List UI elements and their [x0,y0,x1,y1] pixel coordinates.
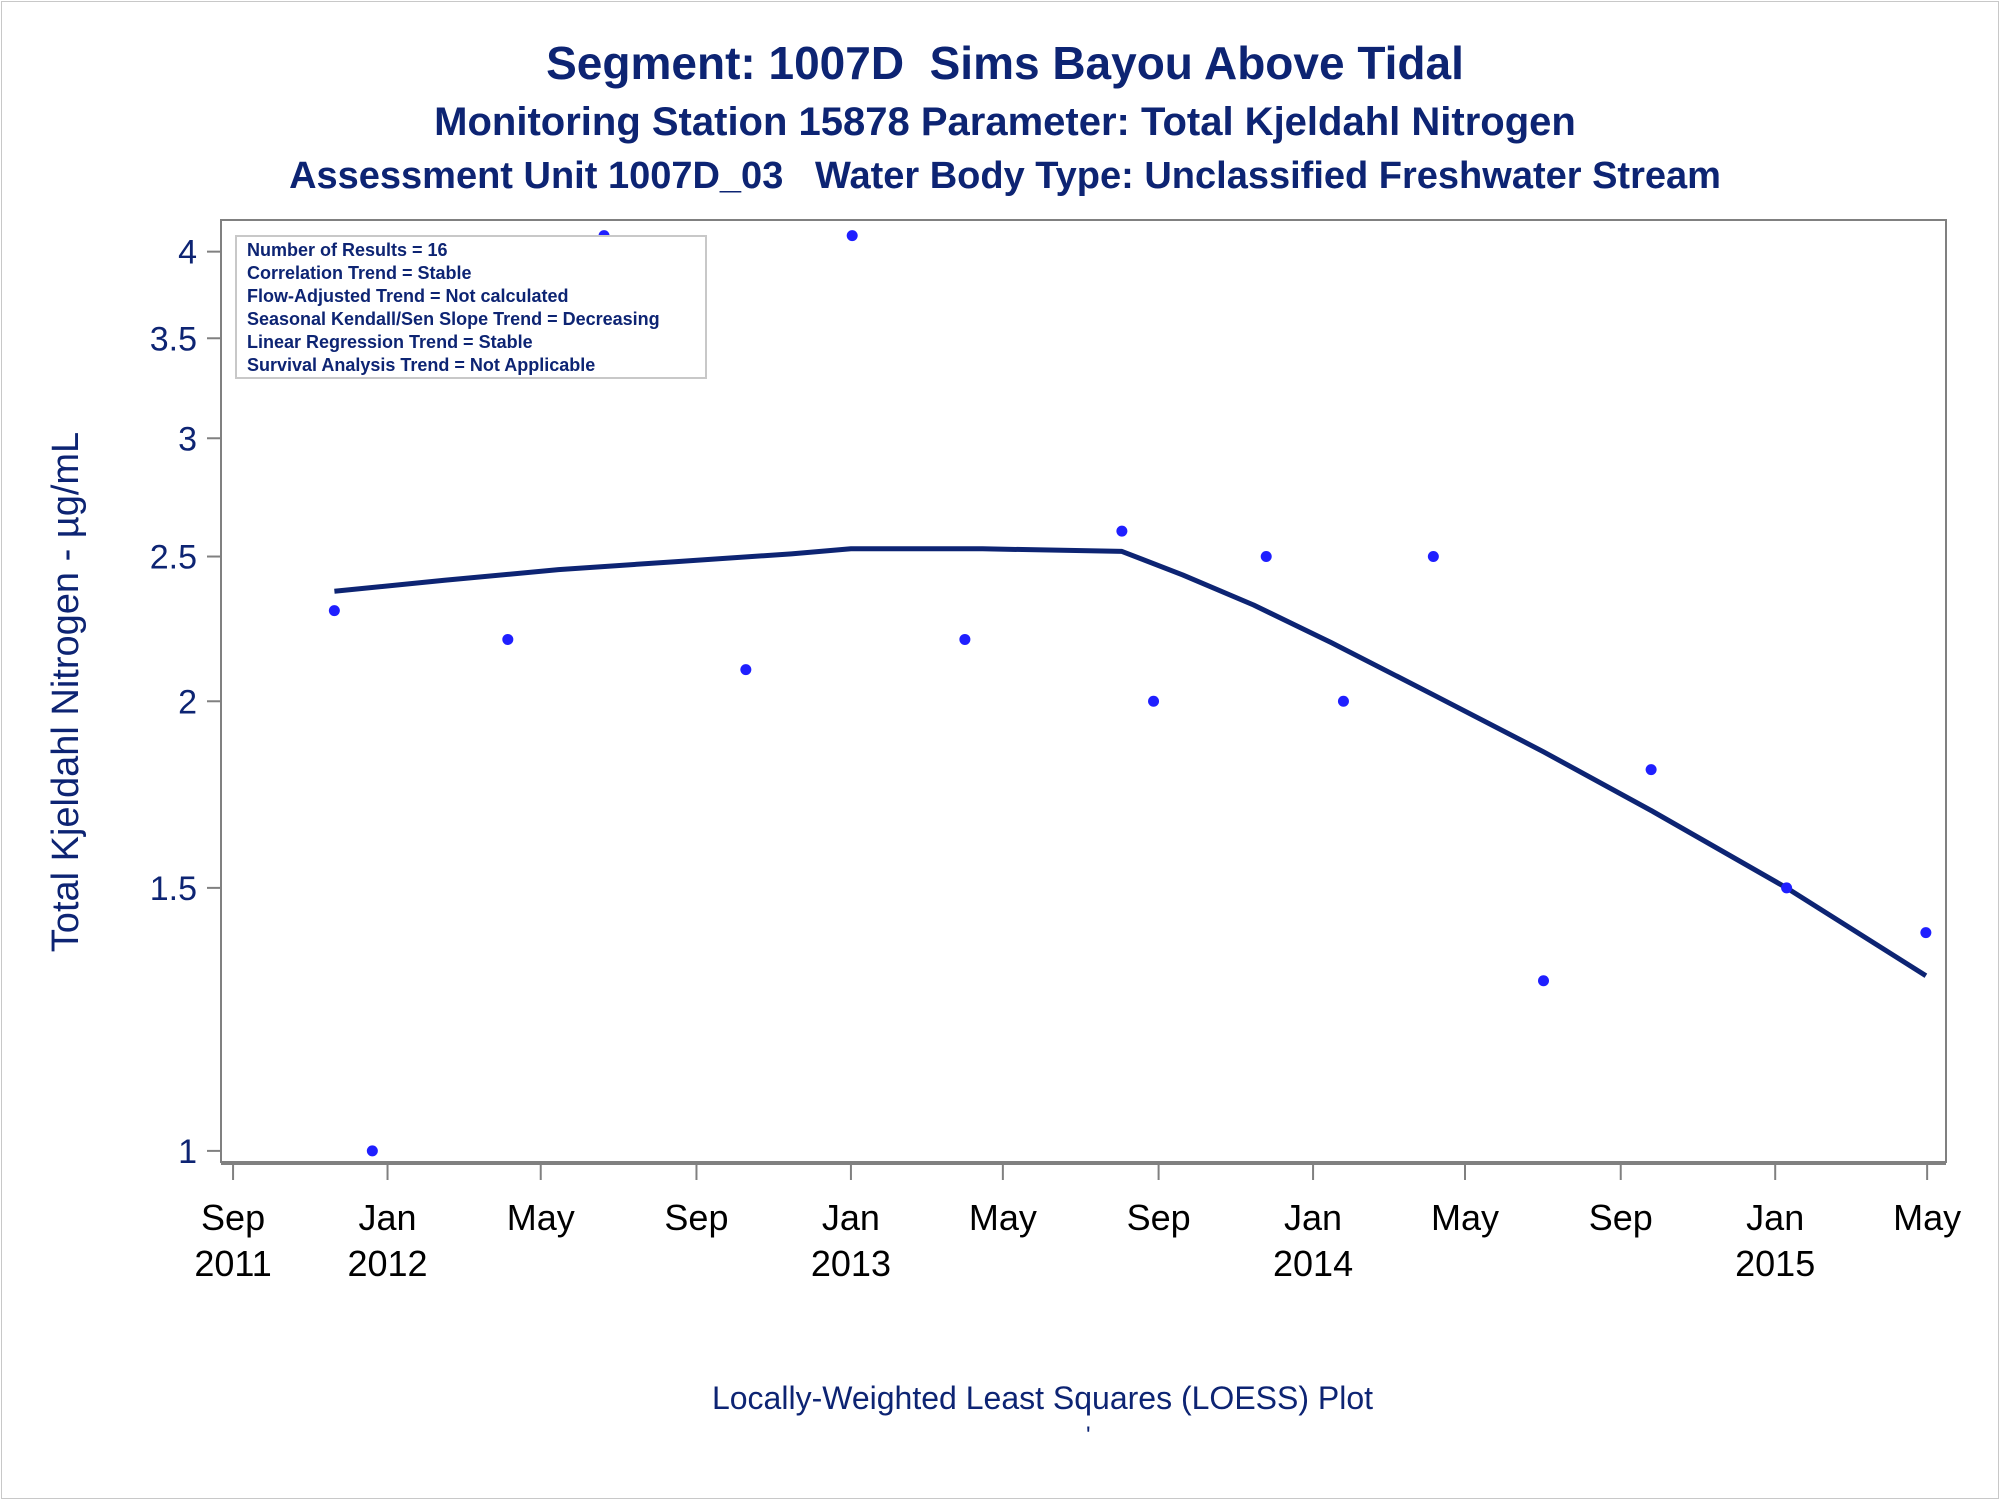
data-point [366,1145,378,1157]
x-tick-year-label: 2011 [194,1243,271,1284]
plot-area [220,219,1947,1163]
stats-inset-line: Linear Regression Trend = Stable [247,332,533,352]
data-point [1116,525,1128,537]
stats-inset-line: Correlation Trend = Stable [247,263,472,283]
y-tick-label: 1 [178,1133,197,1171]
x-tick-label: May [507,1197,575,1238]
x-tick-label: May [1893,1197,1961,1238]
chart-title: Segment: 1007D Sims Bayou Above Tidal [546,37,1464,89]
x-tick-label: Jan [1746,1197,1804,1238]
stats-inset-box [235,235,707,379]
data-point [1148,695,1160,707]
data-point [959,633,971,645]
data-point [1920,927,1932,939]
stats-inset-line: Seasonal Kendall/Sen Slope Trend = Decre… [247,309,660,329]
chart-footnote: Locally-Weighted Least Squares (LOESS) P… [711,1380,1374,1416]
y-tick-label: 3 [178,420,197,458]
data-point [846,230,858,242]
x-tick-label: Sep [664,1197,728,1238]
x-tick-label: Sep [1127,1197,1191,1238]
data-point [1337,695,1349,707]
data-point [1538,975,1550,987]
data-point [328,605,340,617]
y-tick-label: 4 [178,234,197,272]
chart-footmark: ' [1086,1422,1091,1449]
data-point [502,633,514,645]
y-tick-label: 2 [178,683,197,721]
x-tick-year-label: 2012 [347,1243,427,1284]
y-tick-label: 2.5 [150,539,197,577]
x-tick-label: Jan [359,1197,417,1238]
data-point [1645,764,1657,776]
x-tick-label: May [1431,1197,1499,1238]
chart-subtitle-station: Monitoring Station 15878 Parameter: Tota… [434,100,1576,144]
x-tick-label: Sep [1589,1197,1653,1238]
y-tick-label: 1.5 [150,870,197,908]
data-point [1260,551,1272,563]
stats-inset-line: Flow-Adjusted Trend = Not calculated [247,286,569,306]
x-tick-label: Jan [822,1197,880,1238]
x-tick-label: Jan [1284,1197,1342,1238]
y-tick-label: 3.5 [150,320,197,358]
data-point [740,664,752,676]
data-point [1781,882,1793,894]
x-tick-label: May [969,1197,1037,1238]
data-point [1427,551,1439,563]
x-tick-year-label: 2014 [1273,1243,1353,1284]
y-axis-label: Total Kjeldahl Nitrogen - µg/mL [45,432,87,952]
stats-inset-line: Survival Analysis Trend = Not Applicable [247,355,595,375]
x-tick-year-label: 2013 [811,1243,891,1284]
stats-inset-line: Number of Results = 16 [247,240,448,260]
loess-line [334,546,1928,978]
x-tick-year-label: 2015 [1735,1243,1815,1284]
chart-subtitle-assessment: Assessment Unit 1007D_03 Water Body Type… [289,155,1721,197]
x-tick-label: Sep [201,1197,265,1238]
